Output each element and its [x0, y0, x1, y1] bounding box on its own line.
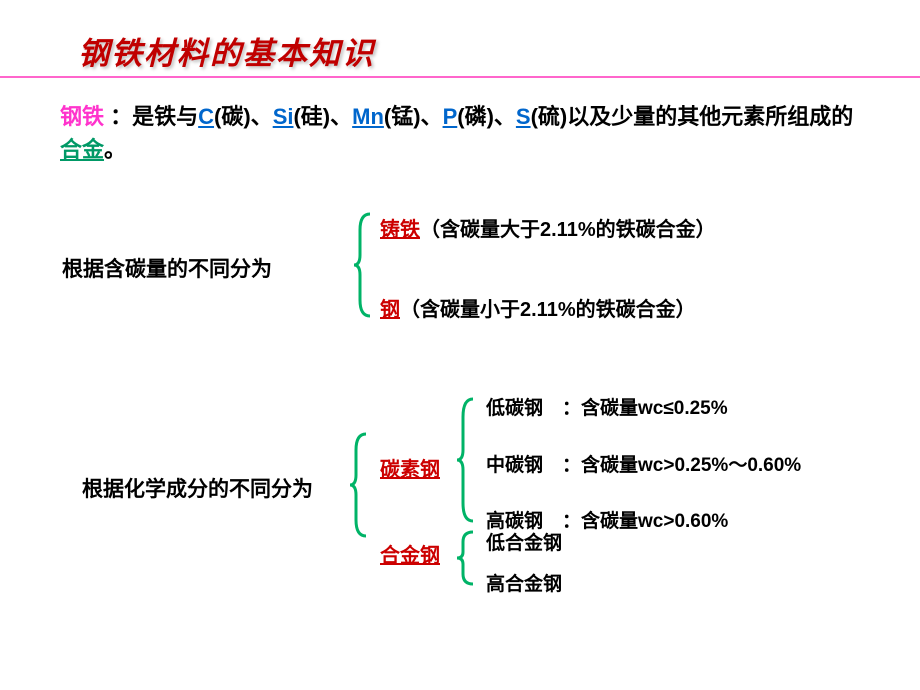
cat1-item2-desc: （含碳量小于2.11%的铁碳合金） [400, 299, 696, 321]
cat2-item-1: 碳素钢 [380, 453, 440, 482]
cat1-item-2: 钢（含碳量小于2.11%的铁碳合金） [380, 293, 696, 322]
def-paren-2: (硅)、 [293, 104, 352, 129]
term-alloy: 合金 [60, 137, 104, 162]
sub-item-2: 中碳钢 ：含碳量wc>0.25%～0.60% [486, 450, 801, 477]
bracket-icon [352, 210, 376, 320]
def-paren-5: (硫)以及少量的其他元素所组成的 [531, 104, 854, 129]
category-2-label: 根据化学成分的不同分为 [82, 473, 313, 503]
title-underline [0, 76, 920, 78]
term-cast-iron: 铸铁 [380, 219, 420, 241]
cat2-item-2: 合金钢 [380, 539, 440, 568]
sub-item-4: 低合金钢 [486, 528, 562, 555]
def-period: 。 [104, 137, 126, 162]
category-1-label: 根据含碳量的不同分为 [62, 253, 272, 283]
bracket-icon [455, 528, 479, 588]
page-title: 钢铁材料的基本知识 [78, 28, 375, 73]
cat1-item-1: 铸铁（含碳量大于2.11%的铁碳合金） [380, 213, 716, 242]
sub-item-1: 低碳钢 ：含碳量wc≤0.25% [486, 393, 728, 420]
definition-text: 钢铁 ：是铁与C(碳)、Si(硅)、Mn(锰)、P(磷)、S(硫)以及少量的其他… [60, 100, 860, 166]
def-text-1: ：是铁与 [104, 104, 198, 129]
elem-p: P [443, 104, 458, 129]
elem-c: C [198, 104, 214, 129]
term-steel-2: 钢 [380, 299, 400, 321]
bracket-icon [348, 430, 372, 540]
def-paren-3: (锰)、 [384, 104, 443, 129]
sub-item-5: 高合金钢 [486, 569, 562, 596]
term-steel: 钢铁 [60, 104, 104, 129]
elem-mn: Mn [352, 104, 384, 129]
def-paren-1: (碳)、 [214, 104, 273, 129]
elem-s: S [516, 104, 531, 129]
def-paren-4: (磷)、 [457, 104, 516, 129]
bracket-icon [455, 395, 479, 525]
elem-si: Si [273, 104, 294, 129]
cat1-item1-desc: （含碳量大于2.11%的铁碳合金） [420, 219, 716, 241]
